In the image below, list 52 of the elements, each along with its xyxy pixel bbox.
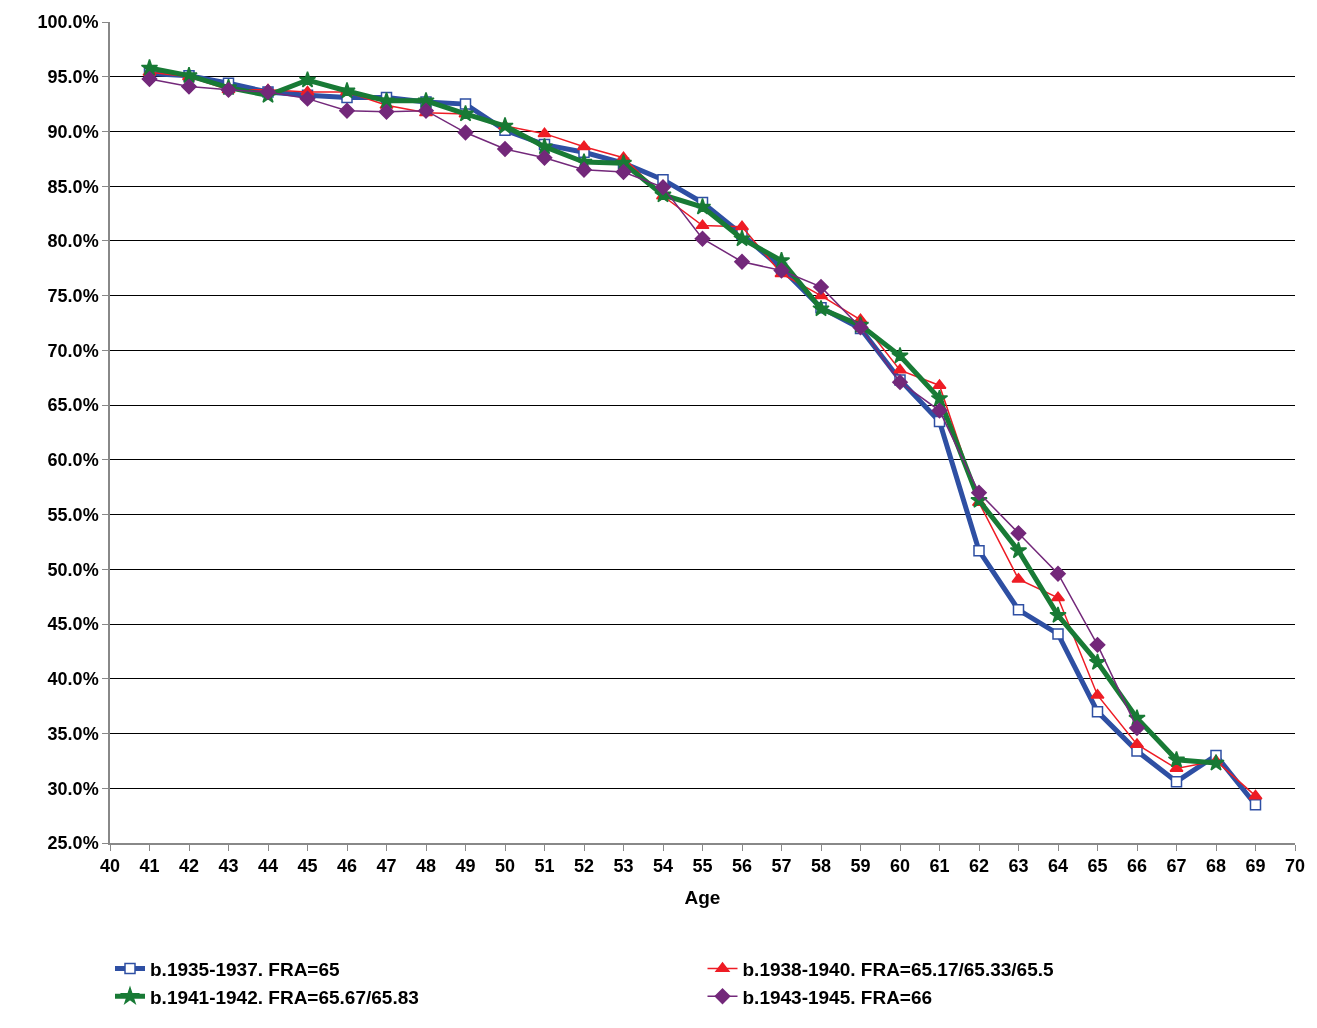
- x-tick-label: 64: [1047, 856, 1069, 877]
- x-tick-label: 56: [731, 856, 753, 877]
- x-tick-label: 45: [297, 856, 318, 877]
- x-tick-label: 47: [376, 856, 397, 877]
- legend-label: b.1943-1945. FRA=66: [742, 986, 933, 1008]
- x-tick-label: 58: [810, 856, 832, 877]
- x-tick-label: 61: [929, 856, 950, 877]
- x-tick-label: 53: [613, 856, 634, 877]
- x-tick-label: 69: [1245, 856, 1266, 877]
- y-tick-label: 85.0%: [47, 176, 99, 197]
- x-tick-label: 49: [455, 856, 476, 877]
- x-tick-label: 55: [692, 856, 713, 877]
- x-tick-label: 70: [1284, 856, 1306, 877]
- x-tick-label: 40: [99, 856, 121, 877]
- y-tick-label: 45.0%: [47, 614, 99, 635]
- y-tick-label: 80.0%: [47, 231, 99, 252]
- x-tick-label: 60: [889, 856, 911, 877]
- x-axis-title: Age: [684, 886, 721, 908]
- x-tick-label: 41: [139, 856, 160, 877]
- legend-label: b.1935-1937. FRA=65: [150, 958, 341, 980]
- x-tick-label: 42: [178, 856, 200, 877]
- y-tick-label: 65.0%: [47, 395, 99, 416]
- y-tick-label: 55.0%: [47, 504, 99, 525]
- x-tick-label: 54: [652, 856, 674, 877]
- y-tick-label: 95.0%: [47, 67, 99, 88]
- y-tick-label: 75.0%: [47, 285, 99, 306]
- y-tick-label: 70.0%: [47, 340, 99, 361]
- x-tick-label: 66: [1126, 856, 1148, 877]
- x-tick-label: 67: [1166, 856, 1187, 877]
- y-tick-label: 40.0%: [47, 669, 99, 690]
- legend-label: b.1941-1942. FRA=65.67/65.83: [150, 986, 419, 1008]
- x-tick-label: 52: [573, 856, 595, 877]
- x-tick-label: 68: [1205, 856, 1227, 877]
- x-tick-label: 59: [850, 856, 871, 877]
- x-tick-label: 48: [415, 856, 437, 877]
- x-tick-label: 43: [218, 856, 239, 877]
- y-tick-label: 90.0%: [47, 121, 99, 142]
- x-tick-label: 57: [771, 856, 792, 877]
- x-tick-label: 62: [968, 856, 990, 877]
- y-tick-label: 35.0%: [47, 723, 99, 744]
- x-tick-label: 50: [494, 856, 516, 877]
- y-tick-label: 50.0%: [47, 559, 99, 580]
- x-tick-label: 44: [257, 856, 279, 877]
- x-tick-label: 46: [336, 856, 358, 877]
- y-tick-label: 25.0%: [47, 833, 99, 854]
- legend-label: b.1938-1940. FRA=65.17/65.33/65.5: [742, 958, 1055, 980]
- x-tick-label: 51: [534, 856, 555, 877]
- x-tick-label: 65: [1087, 856, 1108, 877]
- y-tick-label: 60.0%: [47, 450, 99, 471]
- x-tick-label: 63: [1008, 856, 1029, 877]
- y-tick-label: 100.0%: [37, 12, 99, 33]
- y-tick-label: 30.0%: [47, 778, 99, 799]
